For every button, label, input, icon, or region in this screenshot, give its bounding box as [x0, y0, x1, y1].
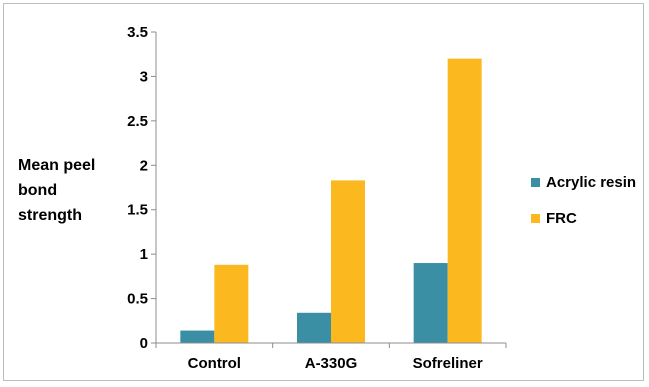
legend-swatch — [531, 214, 540, 223]
y-axis-label: Mean peel bond strength — [18, 157, 95, 224]
y-tick-label: 2 — [140, 157, 148, 174]
bar-frc — [447, 58, 482, 344]
bar-acrylic-resin — [413, 263, 448, 343]
y-axis-label-line: bond — [18, 182, 57, 199]
x-tick-label: Control — [188, 355, 241, 372]
y-tick-label: 0 — [140, 335, 148, 352]
bars — [180, 58, 482, 344]
y-tick-label: 0.5 — [127, 291, 148, 308]
legend-label: Acrylic resin — [546, 174, 636, 191]
y-axis-label-line: strength — [18, 207, 82, 224]
bar-acrylic-resin — [180, 330, 215, 343]
y-axis: 0 0.5 1 1.5 2 2.5 3 3.5 — [127, 24, 157, 352]
chart-frame: Mean peel bond strength 0 0.5 1 1.5 2 2.5 3 3.5 C… — [3, 3, 644, 381]
bar-acrylic-resin — [297, 312, 331, 343]
y-axis-label-line: Mean peel — [18, 157, 95, 174]
y-tick-label: 1.5 — [127, 202, 148, 219]
legend-label: FRC — [546, 210, 577, 227]
y-tick-label: 1 — [140, 246, 148, 263]
x-tick-label: Sofreliner — [413, 355, 483, 372]
y-tick-label: 2.5 — [127, 113, 148, 130]
legend-swatch — [531, 178, 540, 187]
y-tick-label: 3.5 — [127, 24, 148, 41]
bar-chart: Mean peel bond strength 0 0.5 1 1.5 2 2.5 3 3.5 C… — [18, 24, 636, 372]
bar-frc — [331, 180, 365, 343]
legend: Acrylic resin FRC — [531, 174, 636, 227]
x-axis: Control A-330G Sofreliner — [155, 342, 507, 372]
bar-frc — [214, 264, 249, 343]
y-tick-label: 3 — [140, 68, 148, 85]
x-tick-label: A-330G — [305, 355, 358, 372]
